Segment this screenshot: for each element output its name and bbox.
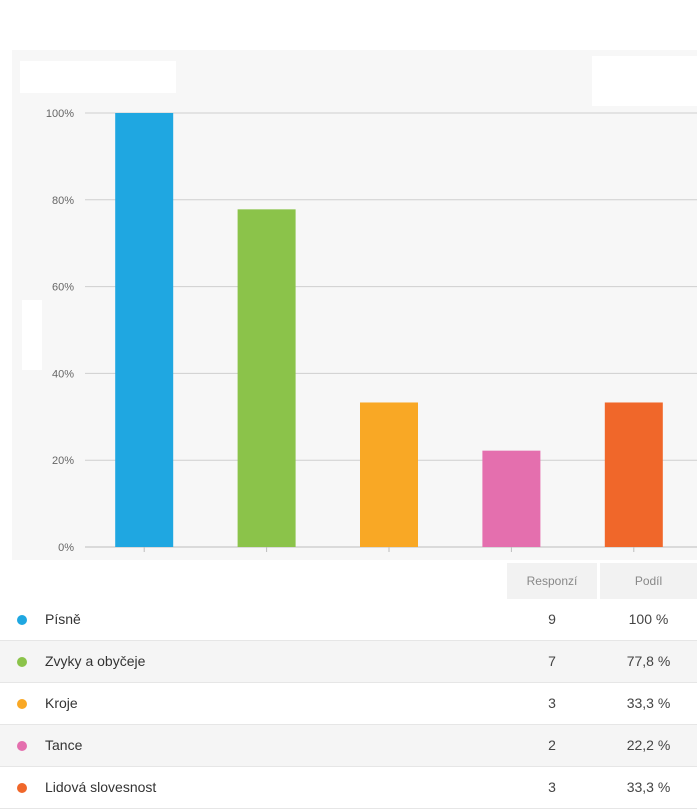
legend-dot [17,699,27,709]
results-table: Responzí Podíl Písně 9 100 % Zvyky a oby… [0,563,697,809]
bar [482,450,541,547]
y-tick-label: 80% [52,195,74,207]
legend-dot [17,783,27,793]
y-tick-label: 100% [46,108,74,120]
share-value: 100 % [628,611,669,627]
table-body: Písně 9 100 % Zvyky a obyčeje 7 77,8 % K… [0,599,697,809]
responses-count: 7 [548,653,556,669]
responses-count: 9 [548,611,556,627]
answer-label: Písně [45,611,81,627]
legend-dot [17,615,27,625]
title-placeholder [20,61,176,93]
table-row[interactable]: Zvyky a obyčeje 7 77,8 % [0,641,697,683]
table-row[interactable]: Lidová slovesnost 3 33,3 % [0,767,697,809]
responses-count: 3 [548,695,556,711]
share-header[interactable]: Podíl [600,563,697,599]
share-value: 33,3 % [626,695,671,711]
legend-dot [17,741,27,751]
chart-area: 0% 20% 40% 60% 80% 100% [12,50,697,560]
y-tick-label: 60% [52,282,74,294]
table-header: Responzí Podíl [0,563,697,599]
bar [360,402,418,547]
table-row[interactable]: Kroje 3 33,3 % [0,683,697,725]
responses-count: 2 [548,737,556,753]
bar-chart: 0% 20% 40% 60% 80% 100% [46,108,697,554]
axis-label-placeholder [22,300,42,370]
responses-count: 3 [548,779,556,795]
share-value: 22,2 % [626,737,671,753]
share-value: 77,8 % [626,653,671,669]
y-tick-label: 40% [52,368,74,380]
bar [604,402,663,547]
y-tick-label: 20% [52,455,74,467]
share-value: 33,3 % [626,779,671,795]
menu-placeholder [592,56,697,106]
answer-label: Lidová slovesnost [45,779,157,795]
responses-header[interactable]: Responzí [507,563,597,599]
table-row[interactable]: Písně 9 100 % [0,599,697,641]
bar [237,209,296,547]
answer-label: Zvyky a obyčeje [45,653,146,669]
legend-dot [17,657,27,667]
answer-label: Tance [45,737,83,753]
y-tick-label: 0% [58,542,74,554]
answer-label: Kroje [45,695,78,711]
bar [115,113,174,547]
table-row[interactable]: Tance 2 22,2 % [0,725,697,767]
